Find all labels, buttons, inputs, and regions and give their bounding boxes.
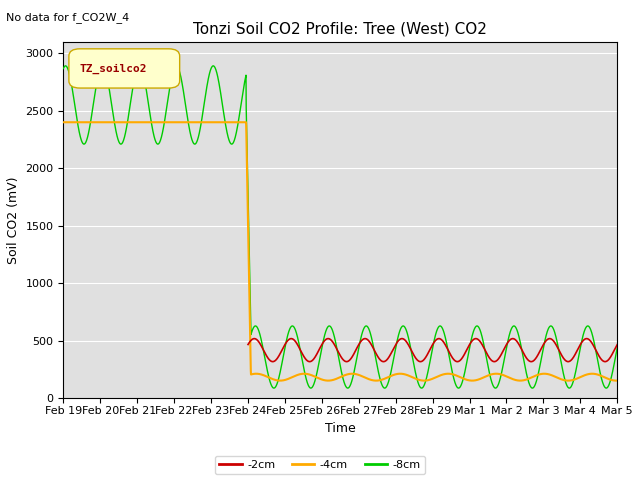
Title: Tonzi Soil CO2 Profile: Tree (West) CO2: Tonzi Soil CO2 Profile: Tree (West) CO2 <box>193 21 487 36</box>
Text: TZ_soilco2: TZ_soilco2 <box>80 63 147 73</box>
FancyBboxPatch shape <box>69 49 180 88</box>
Legend: -2cm, -4cm, -8cm: -2cm, -4cm, -8cm <box>215 456 425 474</box>
Y-axis label: Soil CO2 (mV): Soil CO2 (mV) <box>7 176 20 264</box>
X-axis label: Time: Time <box>325 421 356 435</box>
Text: No data for f_CO2W_4: No data for f_CO2W_4 <box>6 12 130 23</box>
